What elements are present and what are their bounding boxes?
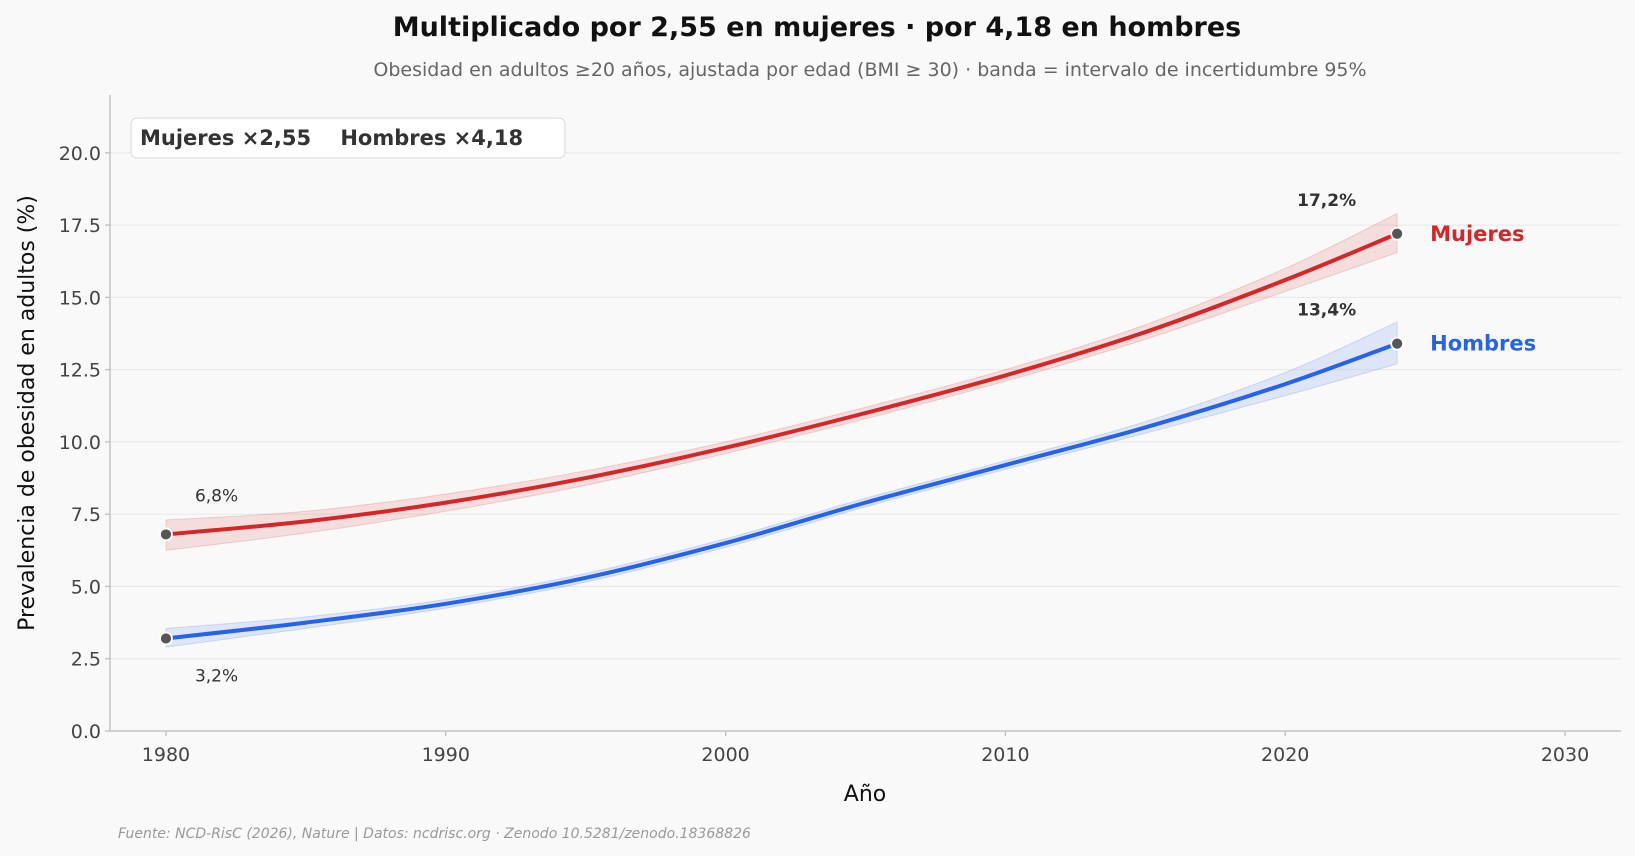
end-points: [159, 226, 1405, 646]
ticks: 0.0 2.5 5.0 7.5 10.0 12.5 15.0 17.5 20.0 1980 1990…: [59, 143, 1590, 766]
end-point-mujeres: [1390, 226, 1405, 241]
y-tick-label: 20.0: [59, 143, 101, 165]
chart-title: Multiplicado por 2,55 en mujeres · por 4…: [393, 12, 1242, 43]
x-tick-label: 2010: [981, 744, 1029, 766]
start-point-mujeres: [159, 527, 173, 542]
x-tick-label: 2000: [701, 744, 749, 766]
y-tick-label: 7.5: [71, 504, 101, 526]
band-mujeres: [165, 212, 1398, 551]
y-tick-label: 0.0: [71, 721, 101, 743]
uncertainty-bands: [165, 212, 1398, 648]
data-labels: Mujeres 6,8% 17,2% Hombres 3,2% 13,4%: [195, 191, 1536, 687]
x-tick-label: 1990: [422, 744, 470, 766]
legend-box: Mujeres ×2,55 Hombres ×4,18: [130, 117, 566, 159]
series-label-mujeres: Mujeres: [1430, 222, 1524, 246]
y-tick-label: 15.0: [59, 287, 101, 309]
axes: [109, 95, 1621, 732]
x-tick-label: 1980: [142, 744, 190, 766]
end-point-hombres: [1390, 336, 1405, 351]
x-tick-label: 2020: [1261, 744, 1309, 766]
y-axis-label: Prevalencia de obesidad en adultos (%): [15, 195, 40, 631]
x-axis-label: Año: [844, 782, 886, 807]
start-point-hombres: [159, 631, 173, 646]
legend-text: Mujeres ×2,55 Hombres ×4,18: [140, 126, 523, 150]
y-tick-label: 12.5: [59, 360, 101, 382]
end-value-label-hombres: 13,4%: [1297, 301, 1356, 321]
start-value-label-mujeres: 6,8%: [195, 486, 238, 506]
line-mujeres: [163, 231, 1400, 537]
legend-frame: [130, 117, 566, 159]
y-tick-label: 10.0: [59, 432, 101, 454]
y-tick-label: 2.5: [71, 649, 101, 671]
chart-subtitle: Obesidad en adultos ≥20 años, ajustada p…: [373, 59, 1366, 81]
series-lines: [163, 231, 1400, 641]
y-tick-label: 17.5: [59, 215, 101, 237]
line-hombres: [163, 341, 1400, 641]
start-value-label-hombres: 3,2%: [195, 666, 238, 686]
source-note: Fuente: NCD-RisC (2026), Nature | Datos:…: [118, 826, 751, 842]
band-hombres: [165, 321, 1398, 648]
y-tick-label: 5.0: [71, 576, 101, 598]
end-value-label-mujeres: 17,2%: [1297, 191, 1356, 211]
x-tick-label: 2030: [1541, 744, 1589, 766]
series-label-hombres: Hombres: [1430, 332, 1536, 356]
